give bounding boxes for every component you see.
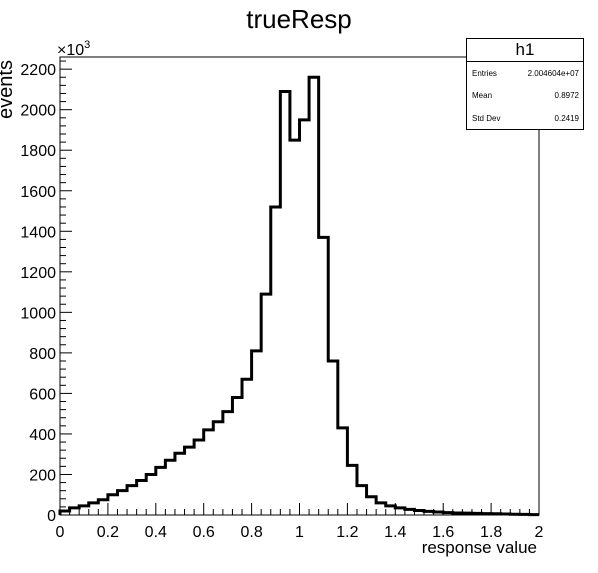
stats-value-stddev: 0.2419 [554,114,579,123]
stats-label-mean: Mean [472,91,493,100]
y-tick-label: 600 [29,386,56,403]
histogram-bars [58,75,539,517]
y-tick-label: 800 [29,346,56,363]
histogram-bin [223,412,233,515]
x-tick-label: 1 [295,524,304,541]
histogram-bin [185,447,195,515]
stats-value-mean: 0.8972 [554,91,579,100]
x-tick-label: 1.8 [480,524,502,541]
y-tick-label: 1600 [20,184,56,201]
x-tick-label: 0.2 [97,524,119,541]
chart-title: trueResp [246,4,352,34]
stats-box-title: h1 [467,39,583,62]
y-tick-label: 1000 [20,305,56,322]
y-tick-label: 400 [29,427,56,444]
histogram-bin [194,440,204,515]
histogram-bin [213,422,223,515]
x-tick-label: 0 [56,524,65,541]
y-tick-label: 1200 [20,265,56,282]
stats-value-entries: 2.004604e+07 [527,69,579,78]
x-axis-label: response value [422,538,537,557]
axis-ticks: 0 0.2 0.4 0.6 0.8 1 1.2 1.4 1.6 1.8 2 0 200 400 600 800… [20,60,544,541]
y-tick-label: 2200 [20,62,56,79]
histogram-bin [175,453,185,515]
stats-box: h1 Entries 2.004604e+07 Mean 0.8972 Std … [466,38,584,130]
y-multiplier-exponent: 3 [84,39,90,51]
x-tick-label: 1.4 [384,524,406,541]
y-tick-label: 2000 [20,103,56,120]
x-tick-label: 0.8 [240,524,262,541]
histogram-bin [290,140,300,515]
histogram-bin [300,120,310,515]
y-tick-label: 200 [29,467,56,484]
histogram-bin [232,397,242,515]
y-tick-label: 0 [47,508,56,525]
x-tick-label: 0.4 [145,524,167,541]
histogram-bin [242,379,252,515]
x-tick-label: 0.6 [193,524,215,541]
y-axis-label: events [0,60,17,119]
y-tick-label: 1800 [20,143,56,160]
stats-label-stddev: Std Dev [472,114,501,123]
histogram-outline [58,75,539,517]
y-multiplier-label: ×103 [57,39,90,59]
stats-label-entries: Entries [472,69,497,78]
y-tick-label: 1400 [20,224,56,241]
x-tick-label: 1.6 [432,524,454,541]
histogram-bin [204,430,214,515]
x-tick-label: 2 [535,524,544,541]
x-tick-label: 1.2 [336,524,358,541]
